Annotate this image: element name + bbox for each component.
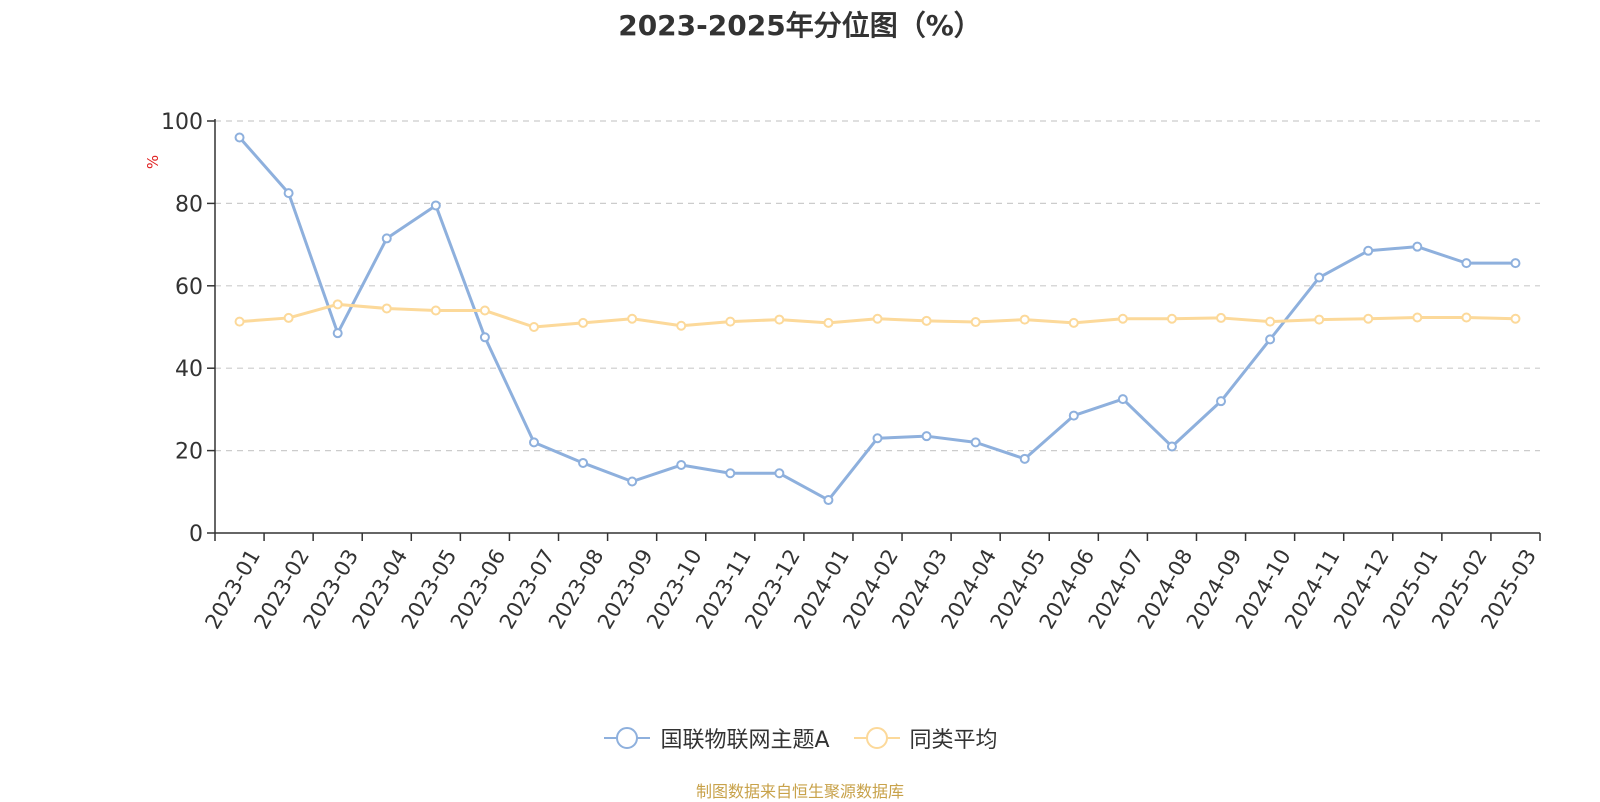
data-point: [1412, 241, 1423, 252]
data-point: [1314, 272, 1325, 283]
data-point: [1117, 394, 1128, 405]
series-0: [234, 132, 1521, 506]
data-point: [332, 299, 343, 310]
data-point: [627, 476, 638, 487]
y-tick-label: 40: [175, 357, 203, 382]
data-point: [921, 315, 932, 326]
data-point: [1166, 313, 1177, 324]
data-point: [1461, 312, 1472, 323]
data-point: [1314, 314, 1325, 325]
data-point: [528, 437, 539, 448]
legend-item-peer-average[interactable]: 同类平均: [852, 722, 998, 754]
y-tick-label: 80: [175, 192, 203, 217]
data-point: [1265, 334, 1276, 345]
data-point: [823, 495, 834, 506]
data-point: [283, 188, 294, 199]
data-point: [774, 314, 785, 325]
line-chart: 0204060801002023-012023-022023-032023-04…: [144, 110, 1541, 633]
data-point: [1265, 316, 1276, 327]
data-point: [430, 200, 441, 211]
data-point: [578, 317, 589, 328]
legend-label-peer-average: 同类平均: [909, 728, 998, 753]
legend-item-fund[interactable]: 国联物联网主题A: [602, 722, 830, 754]
axes: 0204060801002023-012023-022023-032023-04…: [161, 110, 1541, 633]
data-point: [1068, 317, 1079, 328]
y-tick-label: 60: [175, 275, 203, 300]
data-point: [381, 233, 392, 244]
data-point: [381, 303, 392, 314]
data-point: [676, 320, 687, 331]
data-point: [970, 437, 981, 448]
data-point: [1019, 314, 1030, 325]
data-point: [1166, 441, 1177, 452]
data-point: [676, 460, 687, 471]
data-point: [921, 431, 932, 442]
data-point: [1216, 312, 1227, 323]
data-point: [332, 328, 343, 339]
data-point: [627, 313, 638, 324]
data-point: [234, 316, 245, 327]
gridlines: [215, 120, 1540, 452]
data-point: [479, 332, 490, 343]
data-point: [234, 132, 245, 143]
series: [234, 132, 1521, 506]
y-axis-label: %: [144, 155, 162, 169]
y-tick-label: 20: [175, 440, 203, 465]
series-1: [234, 299, 1521, 332]
legend-label-fund: 国联物联网主题A: [660, 728, 830, 753]
y-tick-label: 100: [161, 110, 203, 135]
data-point: [823, 317, 834, 328]
data-point: [578, 457, 589, 468]
data-point: [1510, 258, 1521, 269]
data-point: [725, 316, 736, 327]
data-point: [1019, 453, 1030, 464]
chart-title: 2023-2025年分位图（%）: [618, 9, 982, 42]
data-point: [774, 468, 785, 479]
data-point: [725, 468, 736, 479]
data-point: [1117, 313, 1128, 324]
legend: 国联物联网主题A 同类平均: [0, 722, 1600, 754]
legend-peer-icon: [853, 727, 900, 749]
data-point: [430, 305, 441, 316]
data-point: [528, 322, 539, 332]
data-point: [970, 317, 981, 328]
data-point: [872, 433, 883, 444]
legend-fund-icon: [604, 727, 651, 749]
data-point: [1216, 396, 1227, 407]
data-point: [1363, 313, 1374, 324]
data-point: [872, 313, 883, 324]
data-point: [1363, 245, 1374, 256]
data-point: [1412, 312, 1423, 323]
data-point: [1510, 313, 1521, 324]
data-point: [283, 312, 294, 323]
data-point: [479, 305, 490, 316]
data-point: [1068, 410, 1079, 421]
data-point: [1461, 258, 1472, 269]
y-tick-label: 0: [189, 522, 203, 547]
source-note: 制图数据来自恒生聚源数据库: [695, 782, 904, 801]
